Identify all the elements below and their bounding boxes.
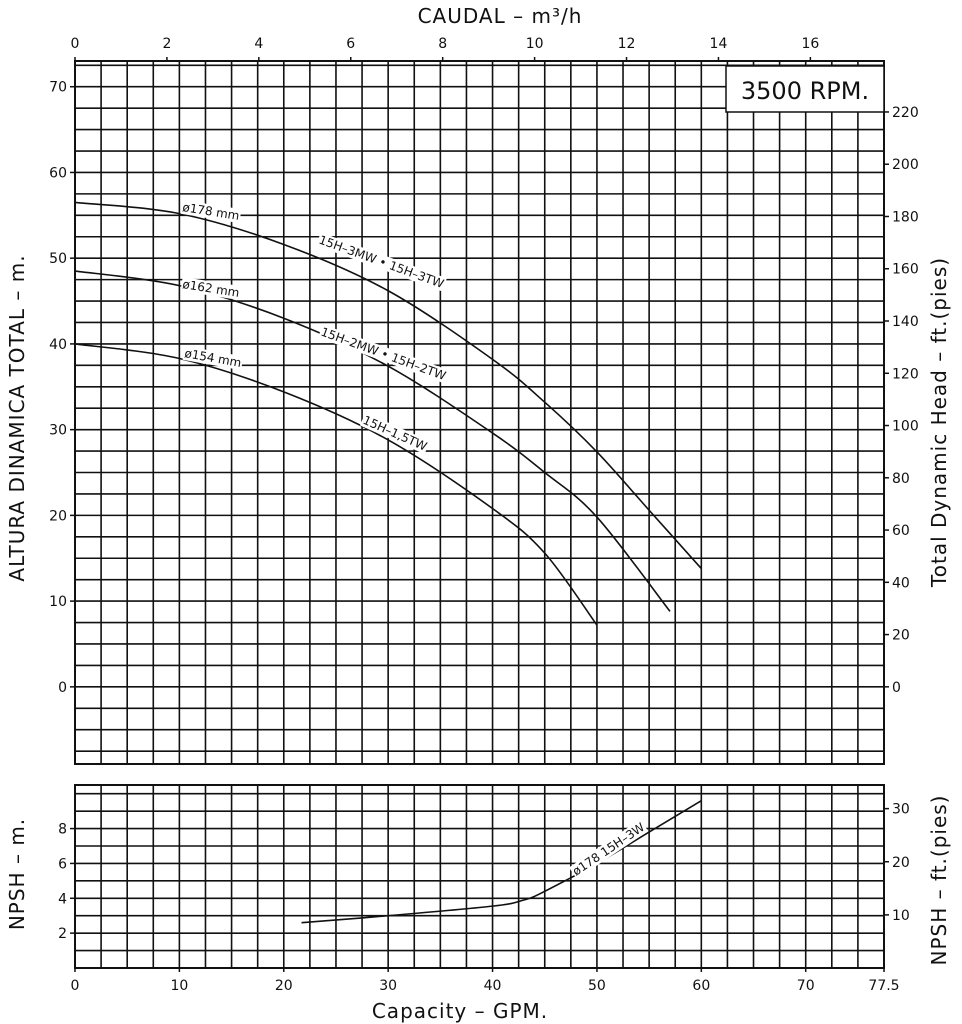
bottom-tick-label: 60: [692, 978, 710, 994]
npsh-right-axis-title: NPSH – ft.(pies): [927, 795, 951, 966]
curve-label-bg: [318, 324, 449, 384]
right-tick-label: 160: [892, 262, 919, 278]
top-tick-label: 16: [801, 36, 819, 52]
right-tick-label: 20: [892, 628, 910, 644]
npsh-left-tick-label: 2: [58, 926, 67, 942]
bottom-tick-label: 0: [71, 978, 80, 994]
npsh-left-tick-label: 4: [58, 891, 67, 907]
top-tick-label: 8: [438, 36, 447, 52]
curve-label-154: ø154 mm: [183, 346, 242, 370]
npsh-panel-grid: [74, 784, 885, 969]
right-tick-label: 200: [892, 157, 919, 173]
curve-label-bg: [180, 276, 242, 301]
chart-title: 3500 RPM.: [741, 77, 869, 105]
npsh-right-tick-label: 20: [892, 855, 910, 871]
right-tick-label: 80: [892, 471, 910, 487]
npsh-curve-0: [301, 800, 702, 924]
bottom-tick-label: 50: [588, 978, 606, 994]
left-tick-label: 50: [49, 251, 67, 267]
right-tick-label: 100: [892, 419, 919, 435]
head-curve-2: [74, 343, 598, 626]
top-tick-label: 12: [618, 36, 636, 52]
npsh-right-tick-label: 10: [892, 908, 910, 924]
head-curve-0: [74, 201, 702, 570]
left-axis-title: ALTURA DINAMICA TOTAL – m.: [5, 254, 29, 581]
curve-label-bg: [316, 232, 447, 292]
left-tick-label: 10: [49, 594, 67, 610]
curve-model-label-154: 15H–1,5TW: [361, 413, 429, 454]
rpm-box: [725, 65, 885, 113]
bottom-tick-label: 30: [379, 978, 397, 994]
bottom-axis-title: Capacity – GPM.: [372, 999, 548, 1023]
npsh-left-tick-label: 8: [58, 822, 67, 838]
top-axis-title: CAUDAL – m³/h: [418, 4, 583, 28]
bottom-tick-label: 10: [170, 978, 188, 994]
curve-label-bg: [569, 819, 649, 880]
top-tick-label: 2: [162, 36, 171, 52]
tick-labels-layer: 0 2 4 6 8 10 12 14 16010203040506070020406080100…: [49, 36, 919, 994]
head-panel-frame: [74, 60, 885, 765]
bottom-tick-label: 70: [797, 978, 815, 994]
left-tick-label: 40: [49, 337, 67, 353]
left-tick-label: 70: [49, 80, 67, 96]
right-tick-label: 120: [892, 366, 919, 382]
top-tick-label: 0: [71, 36, 80, 52]
npsh-left-axis-title: NPSH – m.: [5, 818, 29, 930]
left-tick-label: 20: [49, 508, 67, 524]
curve-label-bg: [182, 345, 244, 371]
top-tick-label: 10: [526, 36, 544, 52]
npsh-panel-frame: [74, 784, 885, 969]
bottom-tick-label: 40: [484, 978, 502, 994]
npsh-left-tick-label: 6: [58, 856, 67, 872]
bottom-tick-label: 77.5: [868, 978, 899, 994]
right-tick-label: 60: [892, 523, 910, 539]
curve-label-bg: [180, 199, 242, 224]
left-tick-label: 30: [49, 423, 67, 439]
right-tick-label: 180: [892, 209, 919, 225]
left-tick-label: 0: [58, 680, 67, 696]
npsh-right-tick-label: 30: [892, 802, 910, 818]
right-tick-label: 0: [892, 680, 901, 696]
bottom-tick-label: 20: [275, 978, 293, 994]
right-tick-label: 220: [892, 105, 919, 121]
right-tick-label: 140: [892, 314, 919, 330]
right-tick-label: 40: [892, 575, 910, 591]
head-panel-grid: [74, 60, 885, 765]
top-tick-label: 6: [346, 36, 355, 52]
curve-label-bg: [359, 412, 431, 455]
top-tick-label: 14: [710, 36, 728, 52]
left-tick-label: 60: [49, 165, 67, 181]
top-tick-label: 4: [254, 36, 263, 52]
right-axis-title: Total Dynamic Head – ft.(pies): [927, 257, 951, 588]
curve-model-label-162: 15H–2MW • 15H–2TW: [319, 325, 448, 383]
